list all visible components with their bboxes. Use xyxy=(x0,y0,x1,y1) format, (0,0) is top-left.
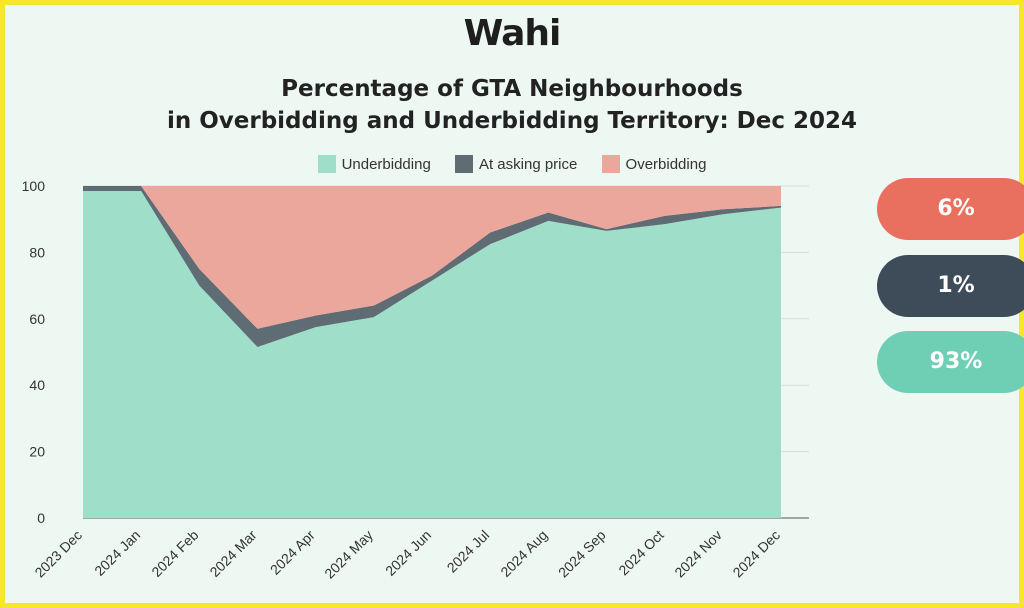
badge-at-asking: 1% xyxy=(877,255,1024,317)
y-tick-label-40: 40 xyxy=(29,377,45,393)
x-tick-label: 2024 Dec xyxy=(729,527,783,581)
badge-underbidding: 93% xyxy=(877,331,1024,393)
x-tick-label: 2024 May xyxy=(321,527,376,582)
x-tick-label: 2024 Apr xyxy=(267,527,318,578)
legend-swatch-at-asking xyxy=(454,155,473,173)
chart-legend: Underbidding At asking price Overbidding xyxy=(5,155,1019,173)
legend-label-underbidding: Underbidding xyxy=(341,156,431,173)
area-overbidding xyxy=(83,186,781,329)
y-tick-label-80: 80 xyxy=(29,244,45,260)
x-tick-label: 2024 Oct xyxy=(615,527,667,579)
x-tick-label: 2023 Dec xyxy=(31,527,85,581)
x-tick-label: 2024 Nov xyxy=(671,527,725,581)
chart-title: Percentage of GTA Neighbourhoods in Over… xyxy=(5,73,1019,137)
badge-overbidding: 6% xyxy=(877,178,1024,240)
x-tick-label: 2024 Mar xyxy=(206,527,259,580)
chart-frame: Wahi Percentage of GTA Neighbourhoods in… xyxy=(5,5,1024,603)
y-tick-label-60: 60 xyxy=(29,311,45,327)
x-tick-label: 2024 Aug xyxy=(497,527,550,580)
x-tick-label: 2024 Jun xyxy=(382,527,434,579)
legend-item-underbidding: Underbidding xyxy=(317,155,431,173)
y-tick-label-20: 20 xyxy=(29,444,45,460)
wahi-logo: Wahi xyxy=(463,13,562,54)
y-tick-label-100: 100 xyxy=(22,178,46,194)
x-tick-label: 2024 Feb xyxy=(148,527,201,580)
legend-swatch-underbidding xyxy=(317,155,336,173)
chart-title-line1: Percentage of GTA Neighbourhoods xyxy=(281,76,743,102)
legend-item-overbidding: Overbidding xyxy=(601,155,707,173)
area-underbidding xyxy=(83,190,781,519)
legend-label-at-asking: At asking price xyxy=(478,156,578,173)
legend-label-overbidding: Overbidding xyxy=(625,156,707,173)
legend-item-at-asking: At asking price xyxy=(454,155,578,173)
x-tick-label: 2024 Jul xyxy=(444,527,493,576)
x-tick-label: 2024 Sep xyxy=(555,527,609,581)
chart-title-line2: in Overbidding and Underbidding Territor… xyxy=(166,108,858,134)
x-tick-label: 2024 Jan xyxy=(91,527,143,579)
y-tick-label-0: 0 xyxy=(37,510,45,526)
legend-swatch-overbidding xyxy=(601,155,620,173)
